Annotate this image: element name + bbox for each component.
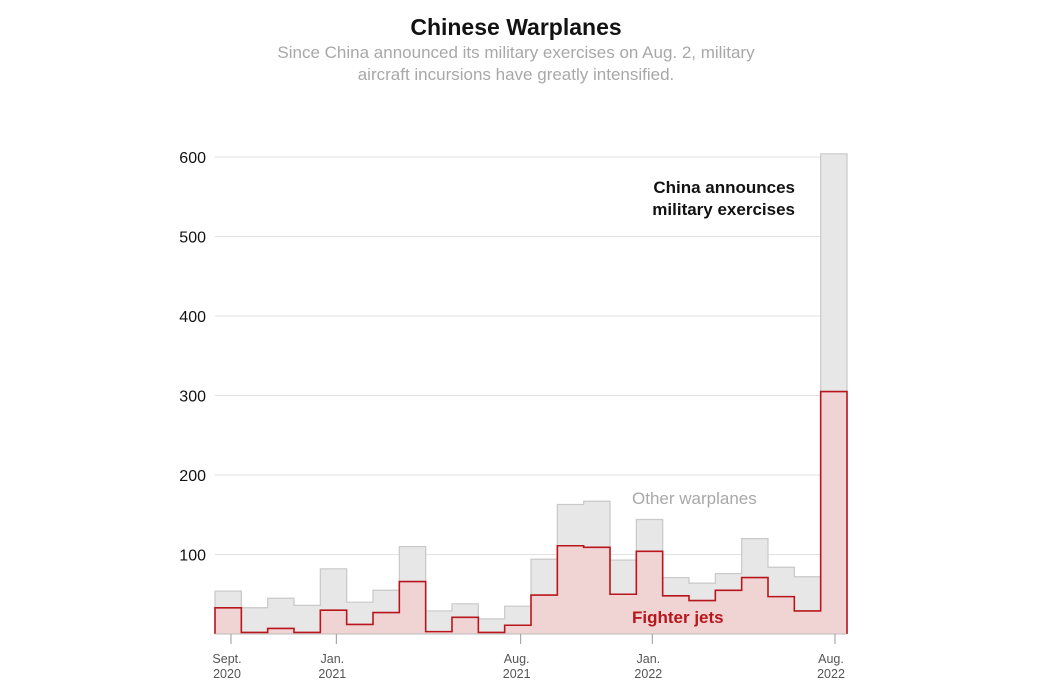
chart-subtitle: Since China announced its military exerc… [277, 43, 755, 84]
x-tick-year-3: 2022 [634, 667, 662, 681]
fighter-bar-18 [689, 600, 716, 634]
annotation-line-2: military exercises [652, 200, 795, 219]
y-tick-label-300: 300 [179, 389, 206, 406]
other-warplanes-outline [214, 153, 848, 634]
other-warplanes-label: Other warplanes [632, 489, 757, 508]
fighter-bar-11 [504, 625, 532, 634]
fighter-bar-15 [610, 594, 637, 634]
fighter-bar-22 [794, 610, 822, 634]
y-tick-label-400: 400 [179, 309, 206, 326]
fighter-bar-7 [399, 581, 427, 634]
fighter-bar-5 [346, 624, 374, 634]
x-tick-year-1: 2021 [318, 667, 346, 681]
y-tick-label-500: 500 [179, 230, 206, 247]
other-bar-3 [294, 605, 321, 634]
x-tick-year-4: 2022 [817, 667, 845, 681]
y-tick-label-600: 600 [179, 150, 206, 167]
fighter-bar-9 [452, 617, 479, 634]
fighter-bar-14 [583, 547, 611, 634]
x-tick-label-3: Jan. [637, 652, 661, 666]
other-bar-1 [241, 607, 269, 634]
other-bar-8 [425, 610, 453, 634]
fighter-bar-6 [373, 612, 400, 634]
area-series [214, 153, 848, 634]
x-tick-label-2: Aug. [504, 652, 530, 666]
fighter-bar-12 [531, 595, 558, 634]
fighter-jets-label: Fighter jets [632, 608, 724, 627]
y-tick-label-200: 200 [179, 468, 206, 485]
gridlines [215, 156, 847, 555]
fighter-bar-19 [715, 590, 743, 634]
fighter-bar-17 [662, 595, 690, 634]
fighter-bar-16 [636, 551, 664, 634]
x-tick-year-0: 2020 [213, 667, 241, 681]
fighter-bar-2 [267, 628, 295, 634]
x-tick-label-1: Jan. [321, 652, 345, 666]
fighter-bar-23 [820, 391, 848, 634]
fighter-bar-8 [425, 631, 453, 634]
x-tick-label-4: Aug. [818, 652, 844, 666]
other-bar-10 [478, 618, 506, 634]
fighter-bar-21 [768, 596, 795, 634]
chart-title: Chinese Warplanes [410, 14, 622, 40]
fighter-bar-13 [557, 545, 585, 634]
fighter-bar-20 [741, 577, 769, 634]
axes [215, 633, 847, 644]
labels: 100200300400500600Sept.2020Jan.2021Aug.2… [179, 150, 845, 681]
x-tick-year-2: 2021 [503, 667, 531, 681]
fighter-bar-4 [320, 610, 348, 634]
y-tick-label-100: 100 [179, 548, 206, 565]
fighter-bar-0 [215, 607, 242, 634]
fighter-jets-outline [214, 390, 848, 634]
x-tick-label-0: Sept. [212, 652, 241, 666]
annotation-line-1: China announces [653, 178, 795, 197]
